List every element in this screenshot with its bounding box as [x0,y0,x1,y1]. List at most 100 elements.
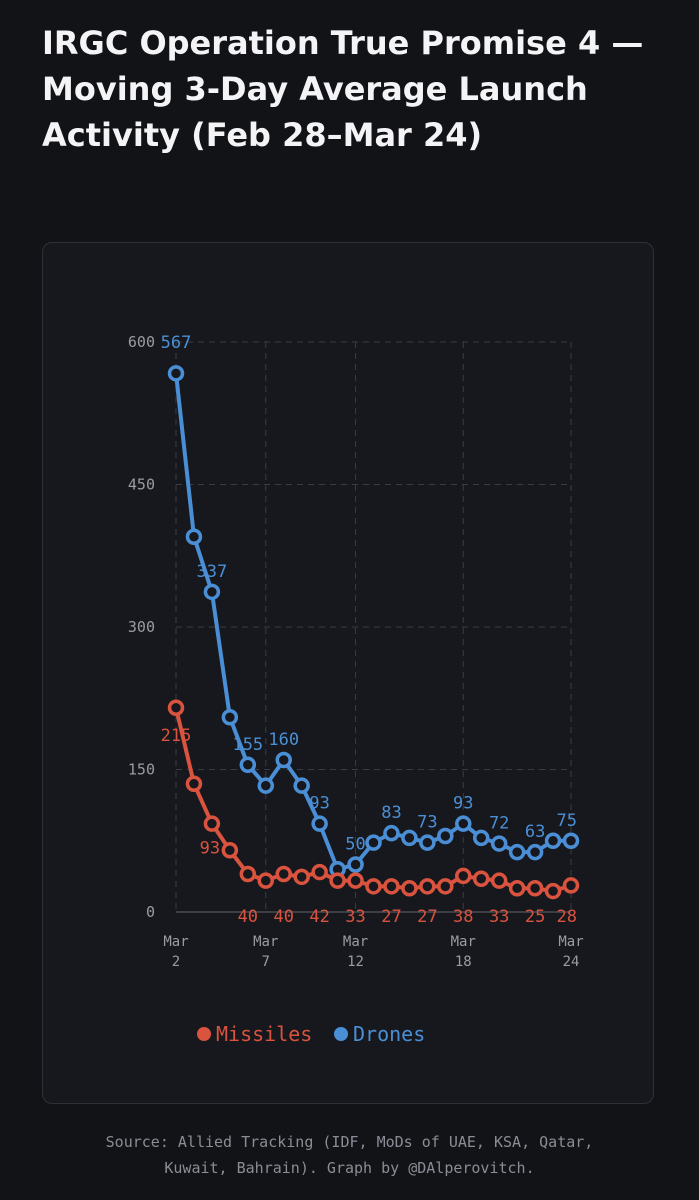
source-note: Source: Allied Tracking (IDF, MoDs of UA… [20,1130,679,1182]
missiles-data-label: 27 [381,907,401,927]
drones-point [365,834,382,851]
drones-point [472,829,490,847]
legend: Missiles Drones [197,1022,425,1046]
title-line-2: Moving 3-Day Average Launch [42,70,588,109]
x-tick-day: 24 [563,954,580,970]
missiles-point [419,878,436,895]
drones-line [174,371,573,872]
x-tick-month: Mar [343,934,368,950]
x-tick-month: Mar [163,934,188,950]
legend-drones-label: Drones [353,1022,425,1046]
drones-point [455,815,472,832]
drones-point [293,777,310,794]
drones-point [526,843,544,861]
missiles-point [526,880,544,897]
missiles-data-label: 33 [345,907,365,927]
drones-data-label: 83 [381,803,401,823]
series [167,365,580,900]
drones-point [275,751,292,769]
legend-missiles-marker [197,1027,211,1041]
drones-data-label: 93 [309,794,329,814]
y-tick-label: 150 [128,761,155,779]
drones-data-label: 160 [268,730,299,750]
x-tick-month: Mar [451,934,476,950]
missiles-point [203,815,221,832]
x-tick-month: Mar [253,934,278,950]
drones-point [383,824,400,842]
missiles-data-label: 27 [417,907,437,927]
missiles-point [275,865,292,883]
drones-data-label: 93 [453,794,473,814]
missiles-point [472,870,490,887]
drones-point [437,827,454,845]
drones-data-label: 50 [345,835,365,855]
missiles-point [544,882,562,900]
title-line-1: IRGC Operation True Promise 4 — [42,24,644,62]
y-tick-label: 0 [146,903,155,921]
drones-point [239,756,257,773]
drones-data-label: 75 [557,811,577,831]
drones-point [203,583,221,601]
drones-point [257,777,275,794]
drones-point [401,829,418,847]
missiles-point [562,877,580,894]
missiles-point [293,868,310,886]
missiles-data-label: 93 [200,839,220,859]
chart-card: 0 150 300 450 600 Mar 2 Mar 7 Mar 12 Mar 18 Mar 24 567… [42,242,654,1104]
drones-point [562,832,580,849]
source-line-2: Kuwait, Bahrain). Graph by @DAlperovitch… [164,1158,535,1177]
missiles-point [257,872,275,889]
drones-data-label: 73 [417,813,437,833]
y-tick-label: 450 [128,476,155,494]
missiles-point [167,699,185,716]
drones-point [185,528,203,545]
missiles-point [239,865,257,883]
axes: 0 150 300 450 600 Mar 2 Mar 7 Mar 12 Mar 18 Mar 24 [128,333,584,970]
source-line-1: Source: Allied Tracking (IDF, MoDs of UA… [105,1133,594,1151]
drones-point [490,835,508,852]
x-tick-day: 18 [455,954,472,970]
missiles-data-label: 40 [273,907,293,927]
drones-point [167,365,185,382]
drones-point [311,815,328,832]
missiles-point [221,842,239,859]
drones-point [544,832,562,849]
missiles-point [365,878,382,895]
chart-title: IRGC Operation True Promise 4 — Moving 3… [42,20,662,158]
drones-point [347,856,364,873]
y-tick-label: 300 [128,618,155,636]
missiles-data-label: 42 [309,907,329,927]
x-tick-day: 2 [172,954,180,970]
missiles-data-label: 40 [238,907,258,927]
missiles-point [347,872,364,889]
x-tick-day: 7 [262,954,270,970]
missiles-data-label: 215 [161,726,192,746]
drones-data-label: 155 [232,735,263,755]
missiles-data-label: 28 [557,907,577,927]
y-tick-label: 600 [128,333,155,351]
x-tick-month: Mar [558,934,583,950]
x-tick-day: 12 [347,954,364,970]
missiles-data-label: 33 [489,907,509,927]
drones-data-label: 337 [197,562,228,582]
drones-point [419,834,436,851]
drones-data-label: 72 [489,814,509,834]
missiles-point [311,863,328,881]
drones-point [508,843,526,861]
missiles-point [383,878,400,895]
drones-data-label: 567 [161,333,192,353]
missiles-point [185,775,203,792]
missiles-point [401,880,418,897]
legend-drones-marker [334,1027,348,1041]
line-chart: 0 150 300 450 600 Mar 2 Mar 7 Mar 12 Mar 18 Mar 24 567… [128,333,584,1046]
missiles-point [455,867,472,885]
missiles-data-label: 25 [525,907,545,927]
legend-missiles-label: Missiles [216,1022,312,1046]
drones-data-label: 63 [525,822,545,842]
data-labels: 567 337 155 160 93 50 83 73 93 72 63 75 215 93 40 40 42 3… [161,333,577,927]
missiles-data-label: 38 [453,907,473,927]
missiles-point [437,878,454,895]
grid [175,341,572,912]
missiles-point [490,872,508,889]
drones-point [221,709,239,726]
